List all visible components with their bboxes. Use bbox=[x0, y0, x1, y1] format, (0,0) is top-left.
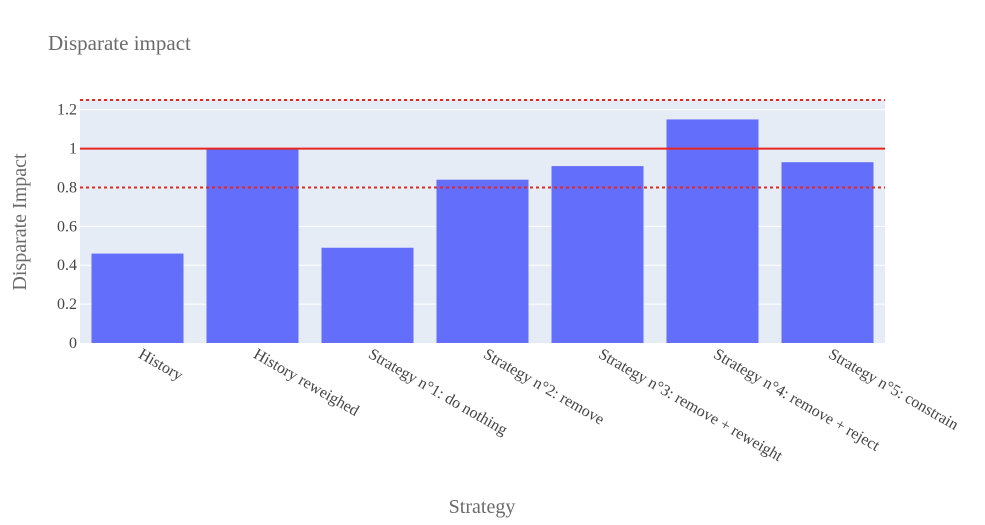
bar[interactable] bbox=[436, 179, 529, 343]
x-tick-label: Strategy n°3: remove + reweight bbox=[596, 346, 786, 466]
x-tick-label: History reweighed bbox=[251, 346, 362, 420]
y-tick-label: 0 bbox=[69, 335, 77, 352]
y-tick-label: 0.2 bbox=[57, 296, 77, 313]
bar[interactable] bbox=[551, 166, 644, 343]
bar[interactable] bbox=[321, 247, 414, 343]
chart-title: Disparate impact bbox=[48, 31, 191, 55]
bar[interactable] bbox=[91, 253, 184, 343]
bar[interactable] bbox=[206, 148, 299, 343]
bars bbox=[91, 119, 874, 343]
y-axis-ticks: 0 0.2 0.4 0.6 0.8 1 1.2 bbox=[57, 102, 77, 352]
bar[interactable] bbox=[781, 162, 874, 343]
bar[interactable] bbox=[666, 119, 759, 343]
y-axis-title: Disparate Impact bbox=[9, 153, 31, 291]
y-tick-label: 1 bbox=[69, 141, 77, 158]
x-axis-ticks: History History reweighed Strategy n°1: do… bbox=[136, 346, 962, 466]
x-axis-title: Strategy bbox=[449, 496, 516, 518]
x-tick-label: Strategy n°2: remove bbox=[481, 346, 607, 429]
y-tick-label: 0.4 bbox=[57, 257, 77, 274]
y-tick-label: 0.8 bbox=[57, 179, 77, 196]
y-tick-label: 0.6 bbox=[57, 218, 77, 235]
x-tick-label: History bbox=[136, 346, 186, 385]
y-tick-label: 1.2 bbox=[57, 102, 77, 119]
reference-lines bbox=[80, 99, 885, 189]
